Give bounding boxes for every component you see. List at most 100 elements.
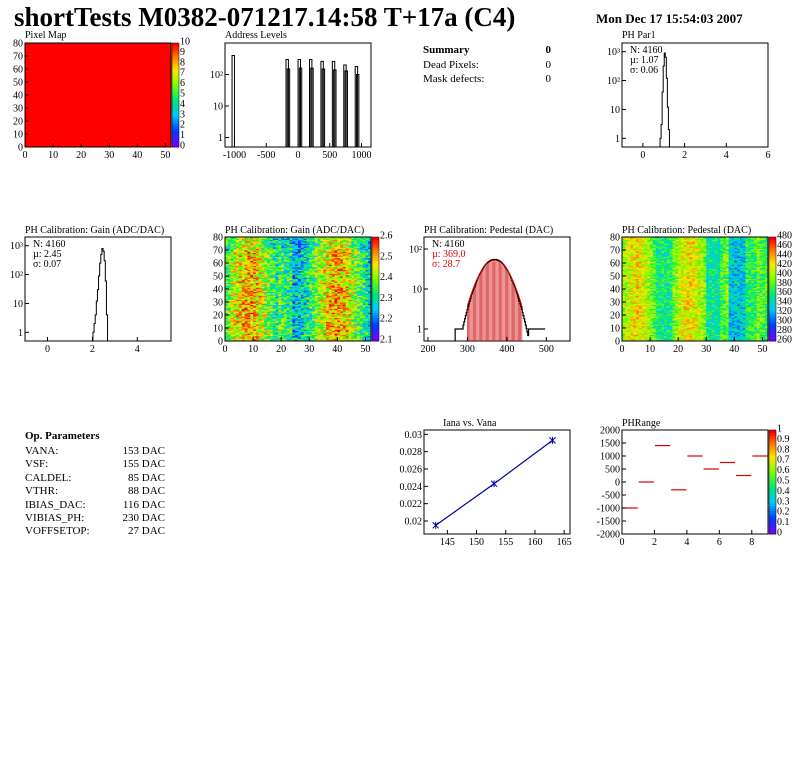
heatmap-cell	[225, 281, 229, 283]
op-param-label: IBIAS_DAC:	[25, 498, 86, 511]
heatmap-cell	[359, 252, 363, 255]
heatmap-cell	[272, 265, 276, 268]
heatmap-cell	[300, 239, 305, 242]
heatmap-cell	[298, 283, 302, 286]
heatmap-cell	[334, 246, 338, 248]
y-tick-label: 70	[13, 52, 23, 63]
heatmap-cell	[295, 283, 299, 286]
heatmap-cell	[230, 269, 234, 272]
heatmap-cell	[624, 237, 629, 239]
heatmap-cell	[303, 286, 307, 289]
heatmap-cell	[627, 324, 631, 326]
heatmap-cell	[250, 292, 254, 295]
heatmap-cell	[348, 304, 352, 307]
heatmap-cell	[337, 317, 341, 320]
palette-label: 2.5	[380, 251, 393, 262]
heatmap-cell	[236, 326, 240, 329]
heatmap-cell	[275, 289, 279, 291]
heatmap-cell	[230, 273, 234, 276]
heatmap-cell	[272, 246, 276, 248]
heatmap-cell	[253, 324, 257, 326]
heatmap-cell	[312, 265, 316, 268]
heatmap-cell	[286, 273, 290, 276]
heatmap-cell	[633, 269, 637, 272]
heatmap-cell	[340, 317, 344, 320]
heatmap-cell	[356, 242, 361, 244]
heatmap-cell	[306, 276, 310, 278]
heatmap-cell	[627, 243, 631, 246]
heatmap-cell	[269, 305, 274, 308]
heatmap-cell	[292, 268, 296, 270]
heatmap-cell	[292, 309, 296, 312]
heatmap-cell	[312, 303, 316, 305]
heatmap-cell	[278, 300, 282, 303]
heatmap-cell	[636, 305, 640, 308]
heatmap-cell	[239, 309, 243, 312]
heatmap-cell	[272, 321, 276, 324]
heatmap-cell	[636, 337, 640, 339]
heatmap-cell	[236, 250, 240, 252]
heatmap-cell	[278, 296, 282, 299]
heatmap-cell	[255, 311, 260, 313]
heatmap-cell	[368, 281, 372, 283]
heatmap-cell	[342, 302, 347, 304]
heatmap-cell	[283, 283, 288, 286]
heatmap-cell	[356, 263, 361, 265]
peak-bar	[298, 67, 303, 147]
heatmap-cell	[278, 243, 282, 246]
heatmap-cell	[264, 308, 268, 311]
heatmap-cell	[309, 253, 313, 256]
heatmap-cell	[323, 330, 327, 333]
heatmap-cell	[309, 294, 313, 296]
heatmap-cell	[227, 326, 232, 329]
heatmap-cell	[253, 252, 257, 255]
heatmap-cell	[295, 299, 299, 302]
heatmap-cell	[326, 313, 330, 316]
heatmap-cell	[334, 279, 338, 282]
heatmap-cell	[326, 261, 330, 264]
heatmap-cell	[267, 273, 271, 276]
heatmap-cell	[292, 253, 296, 256]
palette-cell	[372, 294, 379, 298]
heatmap-cell	[345, 260, 349, 263]
heatmap-cell	[356, 292, 361, 295]
heatmap-cell	[286, 250, 290, 252]
heatmap-cell	[267, 295, 271, 298]
heatmap-cell	[241, 265, 246, 268]
heatmap-cell	[289, 265, 293, 268]
heatmap-cell	[348, 239, 352, 242]
heatmap-cell	[362, 242, 366, 244]
heatmap-cell	[250, 320, 254, 322]
heatmap-cell	[317, 338, 321, 341]
heatmap-cell	[286, 286, 290, 289]
heatmap-cell	[630, 242, 634, 244]
heatmap-cell	[359, 296, 363, 299]
heatmap-cell	[351, 239, 355, 242]
heatmap-cell	[622, 294, 626, 296]
heatmap-cell	[275, 335, 279, 338]
heatmap-cell	[261, 285, 265, 287]
heatmap-cell	[323, 251, 327, 253]
heatmap-cell	[269, 237, 274, 239]
heatmap-cell	[630, 337, 634, 339]
heatmap-cell	[303, 315, 307, 317]
heatmap-cell	[627, 312, 631, 315]
heatmap-cell	[306, 303, 310, 305]
heatmap-cell	[624, 290, 629, 292]
heatmap-cell	[312, 318, 316, 321]
heatmap-cell	[317, 261, 321, 264]
palette-cell	[172, 74, 179, 78]
heatmap-cell	[356, 289, 361, 291]
heatmap-cell	[255, 263, 260, 265]
heatmap-cell	[306, 291, 310, 294]
heatmap-cell	[298, 308, 302, 311]
heatmap-cell	[283, 253, 288, 256]
heatmap-cell	[303, 253, 307, 256]
heatmap-cell	[323, 279, 327, 282]
heatmap-cell	[622, 296, 626, 299]
palette-label: 2.4	[380, 272, 393, 283]
heatmap-cell	[247, 279, 251, 282]
heatmap-cell	[278, 334, 282, 337]
palette-cell	[172, 58, 179, 62]
